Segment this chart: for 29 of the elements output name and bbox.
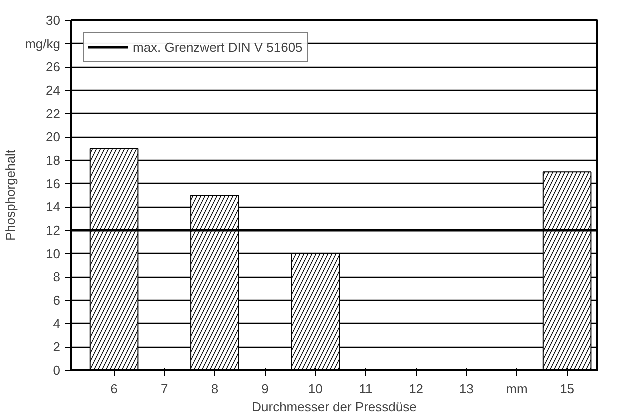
y-tick-label: 8: [53, 270, 61, 285]
y-tick-label: 26: [46, 60, 61, 75]
x-tick-label: 6: [110, 382, 118, 396]
x-tick-label: 7: [161, 382, 168, 396]
y-tick-label: 6: [53, 293, 61, 308]
y-tick-label: 2: [53, 340, 61, 355]
legend-label: max. Grenzwert DIN V 51605: [133, 40, 303, 54]
x-tick-label: 11: [359, 382, 373, 396]
y-tick-label: 4: [53, 316, 61, 332]
y-tick-label: 10: [46, 246, 61, 262]
y-tick-label: 30: [46, 13, 61, 28]
y-tick-label: mg/kg: [25, 36, 61, 52]
x-tick-label: 15: [560, 382, 575, 396]
y-tick-label: 14: [46, 200, 61, 215]
x-tick-label: 9: [262, 382, 269, 396]
y-tick-label: 0: [53, 363, 61, 378]
x-tick-label: mm: [506, 382, 528, 396]
x-tick-label: 10: [308, 382, 323, 396]
y-tick-label: 18: [46, 153, 61, 168]
y-tick-label: 24: [46, 83, 61, 98]
x-tick-label: 13: [459, 382, 474, 396]
x-axis-title: Durchmesser der Pressdüse: [252, 400, 417, 414]
x-tick-label: 8: [211, 382, 219, 396]
y-tick-label: 20: [46, 130, 61, 145]
y-axis-title: Phosphorgehalt: [3, 150, 18, 242]
y-tick-label: 16: [46, 176, 61, 192]
x-tick-label: 12: [409, 382, 424, 396]
y-tick-label: 12: [46, 223, 61, 238]
y-tick-label: 22: [46, 106, 61, 122]
